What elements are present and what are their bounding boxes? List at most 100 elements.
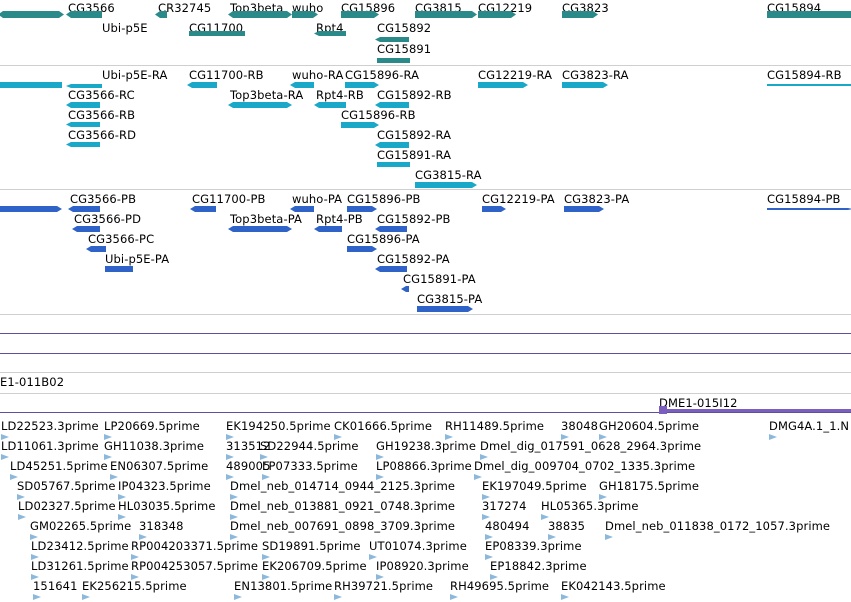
protein-feature-glyph[interactable] bbox=[66, 204, 104, 214]
protein-feature-glyph[interactable] bbox=[70, 224, 104, 234]
est-glyph[interactable] bbox=[230, 534, 238, 540]
est-glyph[interactable] bbox=[82, 594, 90, 600]
protein-feature-label[interactable]: Rpt4-PB bbox=[316, 212, 363, 226]
est-label[interactable]: LP08866.3prime bbox=[376, 459, 472, 473]
est-label[interactable]: SD05767.5prime bbox=[17, 479, 116, 493]
bac-clone-glyph[interactable] bbox=[659, 409, 851, 412]
est-label[interactable]: 38835 bbox=[548, 519, 586, 533]
mrna-feature-glyph[interactable] bbox=[0, 80, 66, 90]
est-glyph[interactable] bbox=[226, 454, 234, 460]
mrna-feature-glyph[interactable] bbox=[64, 120, 104, 129]
est-label[interactable]: LD11061.3prime bbox=[1, 439, 99, 453]
genes-feature-label[interactable]: Ubi-p5E bbox=[102, 21, 148, 35]
mrna-feature-glyph[interactable] bbox=[373, 140, 413, 150]
est-label[interactable]: Dmel_dig_017591_0628_2964.3prime bbox=[480, 439, 702, 453]
genes-feature-glyph[interactable] bbox=[312, 29, 350, 38]
est-glyph[interactable] bbox=[376, 574, 384, 580]
est-label[interactable]: EK206709.5prime bbox=[262, 559, 367, 573]
est-label[interactable]: Dmel_neb_007691_0898_3709.3prime bbox=[230, 519, 456, 533]
est-label[interactable]: LP07333.5prime bbox=[262, 459, 358, 473]
est-glyph[interactable] bbox=[226, 474, 234, 480]
est-label[interactable]: Dmel_neb_014714_0944_2125.3prime bbox=[230, 479, 456, 493]
est-glyph[interactable] bbox=[118, 494, 126, 500]
genes-feature-glyph[interactable] bbox=[558, 9, 600, 20]
est-label[interactable]: 151641 bbox=[33, 579, 78, 593]
est-glyph[interactable] bbox=[1, 454, 9, 460]
mrna-feature-glyph[interactable] bbox=[763, 82, 851, 88]
protein-feature-label[interactable]: CG3566-PB bbox=[70, 192, 137, 206]
mrna-feature-glyph[interactable] bbox=[341, 80, 381, 90]
genes-feature-glyph[interactable] bbox=[373, 56, 414, 65]
est-label[interactable]: EK256215.5prime bbox=[82, 579, 187, 593]
est-glyph[interactable] bbox=[10, 474, 18, 480]
est-label[interactable]: SD19891.5prime bbox=[262, 539, 361, 553]
est-glyph[interactable] bbox=[445, 434, 453, 440]
est-label[interactable]: RP004253057.5prime bbox=[131, 559, 259, 573]
est-glyph[interactable] bbox=[334, 594, 342, 600]
mrna-feature-glyph[interactable] bbox=[288, 80, 318, 90]
protein-feature-glyph[interactable] bbox=[84, 244, 110, 254]
protein-feature-label[interactable]: Top3beta-PA bbox=[230, 212, 302, 226]
mrna-feature-glyph[interactable] bbox=[373, 100, 413, 110]
mrna-feature-label[interactable]: CG11700-RB bbox=[189, 68, 264, 82]
mrna-feature-label[interactable]: CG15892-RA bbox=[377, 128, 452, 142]
mrna-feature-label[interactable]: CG3566-RD bbox=[68, 128, 137, 142]
mrna-feature-label[interactable]: CG3815-RA bbox=[415, 168, 482, 182]
mrna-feature-glyph[interactable] bbox=[226, 100, 294, 110]
est-glyph[interactable] bbox=[376, 454, 384, 460]
protein-feature-glyph[interactable] bbox=[312, 224, 346, 234]
est-glyph[interactable] bbox=[485, 534, 493, 540]
est-label[interactable]: DMG4A.1_1.N bbox=[769, 419, 850, 433]
est-glyph[interactable] bbox=[104, 454, 112, 460]
est-glyph[interactable] bbox=[31, 554, 39, 560]
protein-feature-glyph[interactable] bbox=[343, 244, 379, 254]
protein-feature-label[interactable]: Ubi-p5E-PA bbox=[105, 252, 170, 266]
est-glyph[interactable] bbox=[260, 454, 268, 460]
mrna-feature-glyph[interactable] bbox=[185, 80, 221, 90]
genes-feature-label[interactable]: CG15892 bbox=[377, 21, 432, 35]
est-label[interactable]: EN06307.5prime bbox=[110, 459, 209, 473]
est-glyph[interactable] bbox=[262, 574, 270, 580]
protein-feature-glyph[interactable] bbox=[373, 224, 411, 234]
protein-feature-glyph[interactable] bbox=[343, 204, 379, 214]
est-label[interactable]: IP08920.3prime bbox=[376, 559, 469, 573]
est-label[interactable]: LD31261.5prime bbox=[31, 559, 129, 573]
est-glyph[interactable] bbox=[599, 434, 607, 440]
est-label[interactable]: EK197049.5prime bbox=[482, 479, 587, 493]
protein-feature-label[interactable]: CG3566-PC bbox=[88, 232, 155, 246]
est-glyph[interactable] bbox=[17, 494, 25, 500]
est-glyph[interactable] bbox=[262, 554, 270, 560]
est-glyph[interactable] bbox=[548, 534, 556, 540]
protein-feature-label[interactable]: CG15892-PA bbox=[377, 252, 450, 266]
est-glyph[interactable] bbox=[30, 534, 38, 540]
genes-feature-glyph[interactable] bbox=[64, 9, 106, 20]
est-label[interactable]: EK042143.5prime bbox=[561, 579, 666, 593]
protein-feature-glyph[interactable] bbox=[0, 204, 64, 214]
mrna-feature-label[interactable]: Rpt4-RB bbox=[316, 88, 364, 102]
est-label[interactable]: GH19238.3prime bbox=[376, 439, 477, 453]
protein-feature-glyph[interactable] bbox=[413, 304, 475, 314]
mrna-feature-label[interactable]: Ubi-p5E-RA bbox=[102, 68, 168, 82]
est-glyph[interactable] bbox=[561, 594, 569, 600]
est-glyph[interactable] bbox=[599, 494, 607, 500]
est-label[interactable]: SD22944.5prime bbox=[260, 439, 359, 453]
est-label[interactable]: LD23412.5prime bbox=[31, 539, 129, 553]
mrna-feature-label[interactable]: CG15896-RB bbox=[341, 108, 416, 122]
est-glyph[interactable] bbox=[18, 514, 26, 520]
mrna-feature-glyph[interactable] bbox=[411, 180, 479, 190]
est-label[interactable]: HL03035.5prime bbox=[118, 499, 216, 513]
est-glyph[interactable] bbox=[605, 534, 613, 540]
genes-feature-glyph[interactable] bbox=[226, 9, 294, 20]
mrna-feature-label[interactable]: CG12219-RA bbox=[478, 68, 553, 82]
mrna-feature-label[interactable]: wuho-RA bbox=[292, 68, 344, 82]
protein-feature-label[interactable]: CG15891-PA bbox=[403, 272, 476, 286]
protein-feature-label[interactable]: CG12219-PA bbox=[482, 192, 555, 206]
mrna-feature-glyph[interactable] bbox=[474, 80, 530, 90]
protein-feature-glyph[interactable] bbox=[101, 264, 137, 274]
est-glyph[interactable] bbox=[561, 434, 569, 440]
protein-feature-glyph[interactable] bbox=[188, 204, 220, 214]
genes-feature-glyph[interactable] bbox=[763, 9, 851, 20]
est-glyph[interactable] bbox=[230, 494, 238, 500]
mrna-feature-glyph[interactable] bbox=[312, 100, 350, 110]
genes-feature-glyph[interactable] bbox=[153, 9, 171, 20]
